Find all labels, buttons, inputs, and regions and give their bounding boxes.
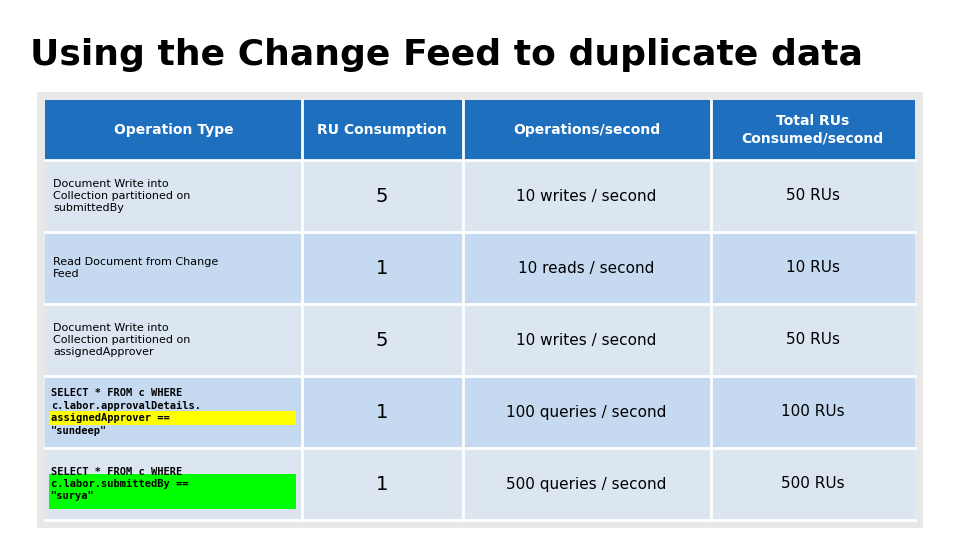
Text: Operations/second: Operations/second xyxy=(513,123,660,137)
Text: SELECT * FROM c WHERE
c.labor.submittedBy ==
"surya": SELECT * FROM c WHERE c.labor.submittedB… xyxy=(51,467,188,502)
Bar xyxy=(49,474,296,492)
Text: Document Write into
Collection partitioned on
submittedBy: Document Write into Collection partition… xyxy=(53,179,190,213)
Text: 1: 1 xyxy=(376,475,388,494)
Bar xyxy=(45,232,915,304)
Bar xyxy=(45,100,915,160)
Text: 1: 1 xyxy=(376,402,388,422)
Text: Operation Type: Operation Type xyxy=(113,123,233,137)
Text: 10 reads / second: 10 reads / second xyxy=(518,260,655,275)
Bar xyxy=(45,448,915,520)
Text: 1: 1 xyxy=(376,259,388,278)
Text: 500 RUs: 500 RUs xyxy=(781,476,845,491)
Bar xyxy=(45,376,915,448)
Text: 100 queries / second: 100 queries / second xyxy=(506,404,667,420)
Text: 50 RUs: 50 RUs xyxy=(786,333,840,348)
Bar xyxy=(49,492,296,509)
Bar xyxy=(45,160,915,232)
Text: Total RUs
Consumed/second: Total RUs Consumed/second xyxy=(742,114,884,146)
Text: SELECT * FROM c WHERE
c.labor.approvalDetails.
assignedApprover ==
"sundeep": SELECT * FROM c WHERE c.labor.approvalDe… xyxy=(51,388,201,436)
Text: 50 RUs: 50 RUs xyxy=(786,188,840,204)
Text: Using the Change Feed to duplicate data: Using the Change Feed to duplicate data xyxy=(30,38,863,72)
Bar xyxy=(45,304,915,376)
Text: 10 writes / second: 10 writes / second xyxy=(516,188,657,204)
Text: 5: 5 xyxy=(376,186,389,206)
Text: 5: 5 xyxy=(376,330,389,349)
Bar xyxy=(49,411,296,424)
Text: 10 RUs: 10 RUs xyxy=(786,260,840,275)
Text: 500 queries / second: 500 queries / second xyxy=(506,476,667,491)
Text: Read Document from Change
Feed: Read Document from Change Feed xyxy=(53,257,218,279)
Text: 10 writes / second: 10 writes / second xyxy=(516,333,657,348)
Text: RU Consumption: RU Consumption xyxy=(317,123,447,137)
Bar xyxy=(37,92,923,528)
Text: Document Write into
Collection partitioned on
assignedApprover: Document Write into Collection partition… xyxy=(53,322,190,357)
Text: 100 RUs: 100 RUs xyxy=(781,404,845,420)
